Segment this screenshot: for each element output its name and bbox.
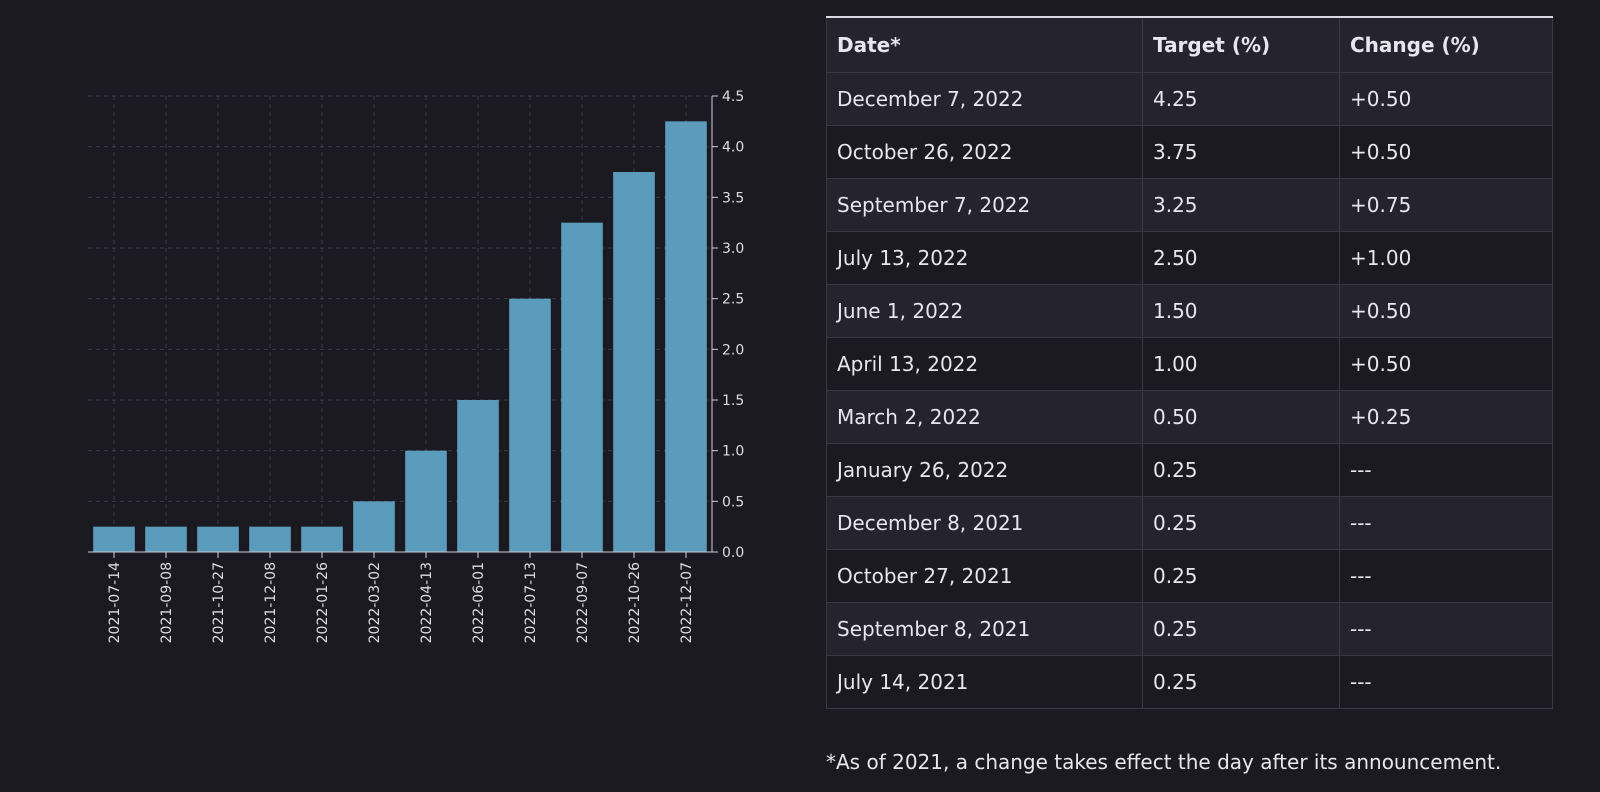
x-tick-label: 2022-09-07 [575,562,591,643]
y-tick-label: 3.5 [722,190,744,206]
header-date: Date* [826,16,1143,73]
x-tick-label: 2022-12-07 [679,562,695,643]
bar [613,172,655,552]
table-row: January 26, 2022 0.25 --- [826,443,1553,497]
bar [93,526,135,552]
table-row: October 27, 2021 0.25 --- [826,549,1553,603]
cell-target: 1.00 [1142,337,1340,391]
cell-date: December 8, 2021 [826,496,1143,550]
cell-change: +0.50 [1339,72,1553,126]
bar [301,526,343,552]
bar [561,222,603,552]
x-tick-label: 2022-03-02 [367,562,383,643]
cell-date: June 1, 2022 [826,284,1143,338]
x-tick-label: 2022-04-13 [419,562,435,643]
cell-target: 3.75 [1142,125,1340,179]
cell-date: July 14, 2021 [826,655,1143,709]
cell-target: 0.25 [1142,549,1340,603]
table-row: September 7, 2022 3.25 +0.75 [826,178,1553,232]
bar [249,526,291,552]
table-row: July 14, 2021 0.25 --- [826,655,1553,709]
table-row: June 1, 2022 1.50 +0.50 [826,284,1553,338]
cell-target: 0.25 [1142,602,1340,656]
cell-target: 1.50 [1142,284,1340,338]
cell-date: January 26, 2022 [826,443,1143,497]
y-tick-label: 4.0 [722,140,744,156]
bar [353,501,395,552]
rate-table: Date* Target (%) Change (%) December 7, … [826,16,1553,709]
x-tick-label: 2022-01-26 [315,562,331,643]
x-tick-label: 2021-10-27 [211,562,227,643]
y-tick-label: 0.5 [722,494,744,510]
table-row: December 8, 2021 0.25 --- [826,496,1553,550]
cell-change: +0.50 [1339,125,1553,179]
x-tick-label: 2021-07-14 [107,562,123,643]
cell-change: --- [1339,496,1553,550]
cell-change: --- [1339,549,1553,603]
bar [509,298,551,552]
table-header-row: Date* Target (%) Change (%) [826,16,1553,73]
cell-date: September 7, 2022 [826,178,1143,232]
cell-change: --- [1339,443,1553,497]
header-change: Change (%) [1339,16,1553,73]
y-tick-label: 2.5 [722,292,744,308]
table-row: March 2, 2022 0.50 +0.25 [826,390,1553,444]
bar [197,526,239,552]
x-tick-label: 2022-06-01 [471,562,487,643]
cell-target: 0.50 [1142,390,1340,444]
bar [457,400,499,552]
cell-change: --- [1339,655,1553,709]
cell-target: 0.25 [1142,496,1340,550]
bar [665,121,707,552]
cell-target: 2.50 [1142,231,1340,285]
cell-change: +0.50 [1339,284,1553,338]
y-tick-label: 1.0 [722,444,744,460]
bar [405,450,447,552]
cell-change: +1.00 [1339,231,1553,285]
cell-date: October 26, 2022 [826,125,1143,179]
cell-target: 0.25 [1142,655,1340,709]
table-body: December 7, 2022 4.25 +0.50 October 26, 202… [826,72,1553,709]
table-row: September 8, 2021 0.25 --- [826,602,1553,656]
cell-date: October 27, 2021 [826,549,1143,603]
cell-change: --- [1339,602,1553,656]
x-tick-label: 2021-12-08 [263,562,279,643]
y-tick-label: 0.0 [722,545,744,561]
x-tick-label: 2021-09-08 [159,562,175,643]
header-target: Target (%) [1142,16,1340,73]
cell-target: 3.25 [1142,178,1340,232]
cell-date: April 13, 2022 [826,337,1143,391]
bar-chart-svg: 0.0 0.5 1.0 1.5 2.0 2.5 3.0 3.5 4.0 4.5 2021-07-14… [88,89,744,643]
y-tick-label: 3.0 [722,241,744,257]
rate-chart: 0.0 0.5 1.0 1.5 2.0 2.5 3.0 3.5 4.0 4.5 2021-07-14… [0,0,800,788]
rate-table-container: Date* Target (%) Change (%) December 7, … [826,16,1553,709]
footnote: *As of 2021, a change takes effect the d… [826,750,1502,774]
cell-date: July 13, 2022 [826,231,1143,285]
cell-date: March 2, 2022 [826,390,1143,444]
bar [145,526,187,552]
table-row: July 13, 2022 2.50 +1.00 [826,231,1553,285]
x-tick-label: 2022-07-13 [523,562,539,643]
y-tick-label: 1.5 [722,393,744,409]
cell-target: 4.25 [1142,72,1340,126]
table-row: April 13, 2022 1.00 +0.50 [826,337,1553,391]
cell-date: September 8, 2021 [826,602,1143,656]
cell-change: +0.25 [1339,390,1553,444]
y-tick-label: 2.0 [722,342,744,358]
table-row: December 7, 2022 4.25 +0.50 [826,72,1553,126]
x-tick-label: 2022-10-26 [627,562,643,643]
cell-change: +0.75 [1339,178,1553,232]
table-row: October 26, 2022 3.75 +0.50 [826,125,1553,179]
y-tick-label: 4.5 [722,89,744,105]
cell-date: December 7, 2022 [826,72,1143,126]
cell-change: +0.50 [1339,337,1553,391]
cell-target: 0.25 [1142,443,1340,497]
